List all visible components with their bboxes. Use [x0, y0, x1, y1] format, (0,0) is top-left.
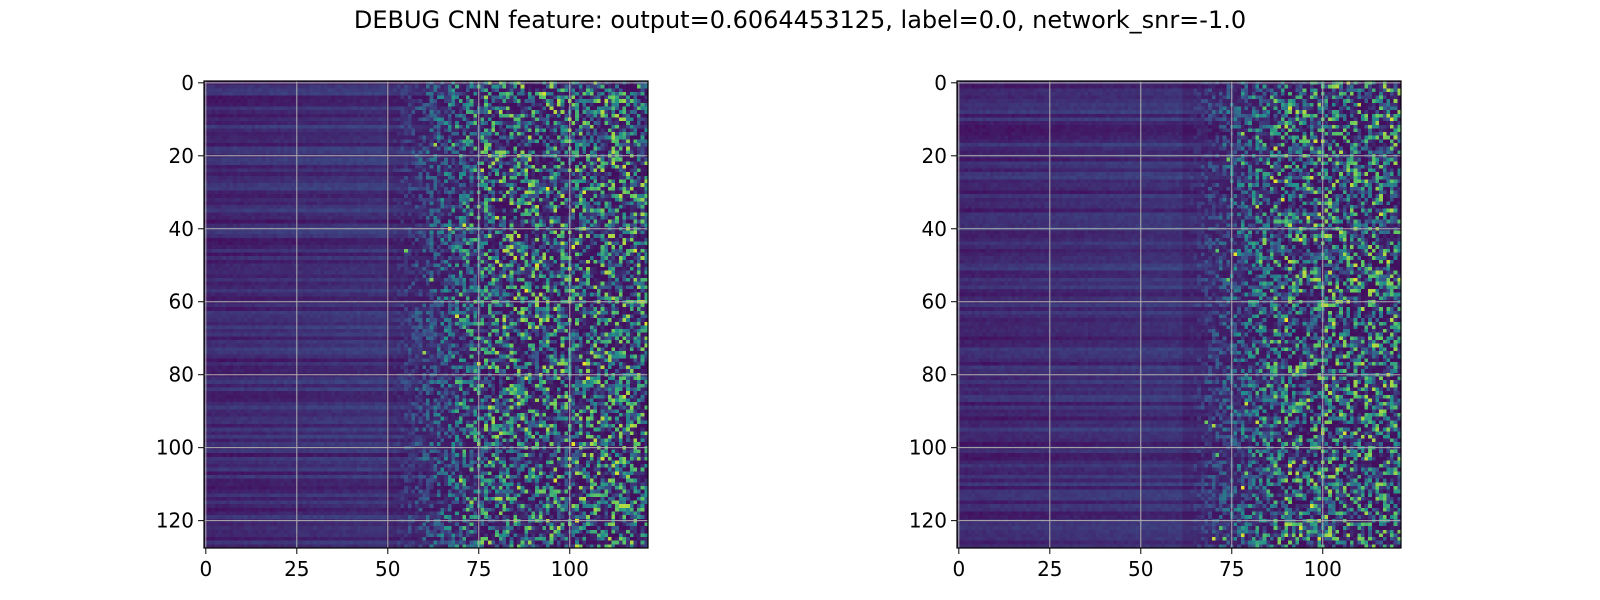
- y-tick-label: 0: [934, 71, 947, 95]
- x-tick-label: 50: [1128, 557, 1153, 581]
- axes-frame: [203, 80, 649, 549]
- x-tick-label: 100: [551, 557, 589, 581]
- x-tick-label: 0: [952, 557, 965, 581]
- axes-frame: [956, 80, 1402, 549]
- y-tick-label: 120: [156, 509, 194, 533]
- y-tick-label: 40: [169, 217, 194, 241]
- x-tick-label: 100: [1304, 557, 1342, 581]
- y-tick-label: 120: [909, 509, 947, 533]
- x-tick-label: 0: [199, 557, 212, 581]
- y-tick-label: 100: [156, 436, 194, 460]
- y-tick-label: 60: [922, 290, 947, 314]
- y-tick-label: 80: [922, 363, 947, 387]
- heatmap-image: [204, 81, 648, 548]
- y-tick-label: 40: [922, 217, 947, 241]
- x-tick-label: 25: [284, 557, 309, 581]
- y-tick-label: 20: [169, 144, 194, 168]
- x-tick-label: 25: [1037, 557, 1062, 581]
- y-tick-label: 20: [922, 144, 947, 168]
- x-tick-label: 50: [375, 557, 400, 581]
- heatmap-panel-left: 0 25 50 75 100 0 20 40 60 80 100 120: [156, 71, 649, 581]
- y-tick-label: 60: [169, 290, 194, 314]
- figure-title: DEBUG CNN feature: output=0.6064453125, …: [353, 6, 1247, 34]
- x-tick-label: 75: [466, 557, 491, 581]
- y-tick-label: 0: [181, 71, 194, 95]
- x-tick-label: 75: [1219, 557, 1244, 581]
- heatmap-image: [957, 81, 1401, 548]
- y-tick-label: 100: [909, 436, 947, 460]
- y-tick-label: 80: [169, 363, 194, 387]
- heatmap-panel-right: 0 25 50 75 100 0 20 40 60 80 100 120: [909, 71, 1402, 581]
